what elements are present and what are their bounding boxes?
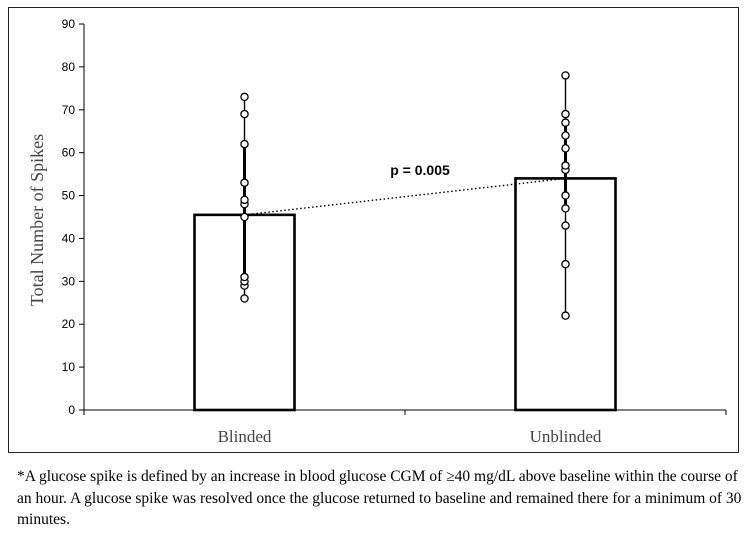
data-point bbox=[561, 221, 570, 230]
y-tick-label: 60 bbox=[62, 146, 76, 160]
y-tick-label: 70 bbox=[62, 103, 76, 117]
y-axis-label: Total Number of Spikes bbox=[27, 134, 47, 306]
data-point bbox=[240, 92, 249, 102]
data-point bbox=[561, 204, 570, 213]
data-point bbox=[240, 294, 249, 303]
y-tick-label: 80 bbox=[62, 60, 76, 74]
y-tick-label: 40 bbox=[62, 231, 76, 245]
data-point bbox=[240, 195, 249, 205]
data-point bbox=[240, 139, 249, 149]
connector-line bbox=[244, 177, 566, 216]
x-category-label: Blinded bbox=[218, 427, 272, 446]
data-point bbox=[561, 144, 570, 153]
data-point bbox=[240, 178, 249, 187]
y-tick-label: 10 bbox=[62, 360, 76, 374]
data-point bbox=[240, 272, 249, 282]
data-points bbox=[240, 71, 570, 320]
axis-labels: Blinded Unblinded Total Number of Spikes bbox=[27, 134, 602, 446]
data-point bbox=[561, 191, 570, 200]
y-tick-label: 30 bbox=[62, 274, 76, 288]
y-tick-label: 0 bbox=[68, 403, 75, 417]
x-category-label: Unblinded bbox=[530, 427, 602, 446]
axes: 0 10 20 30 40 50 60 70 80 90 bbox=[62, 17, 727, 417]
y-tick-label: 20 bbox=[62, 317, 76, 331]
bar-chart: 0 10 20 30 40 50 60 70 80 90 p = 0.005 Blinded Unb… bbox=[27, 17, 727, 446]
comparison-connector: p = 0.005 bbox=[244, 162, 566, 216]
y-tick-label: 50 bbox=[62, 189, 76, 203]
data-point bbox=[561, 71, 570, 80]
data-point bbox=[240, 212, 249, 222]
data-point bbox=[561, 259, 570, 269]
p-value-annotation: p = 0.005 bbox=[390, 162, 450, 178]
y-tick-label: 90 bbox=[62, 17, 76, 31]
data-point bbox=[561, 161, 570, 170]
data-point bbox=[561, 131, 570, 140]
footnote: *A glucose spike is defined by an increa… bbox=[17, 468, 742, 528]
data-point bbox=[561, 118, 570, 127]
chart-frame bbox=[8, 7, 739, 453]
data-point bbox=[561, 311, 570, 320]
data-point bbox=[561, 109, 570, 119]
data-point bbox=[240, 109, 249, 119]
